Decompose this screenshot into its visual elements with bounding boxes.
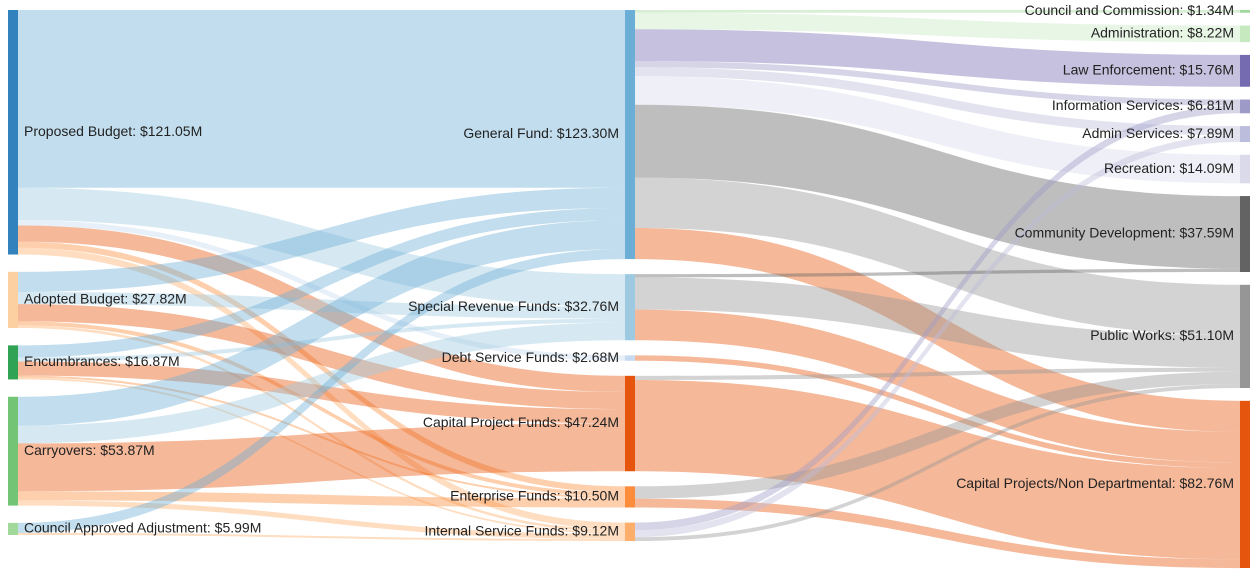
flow-link [635,105,1240,531]
flow-link [18,322,625,444]
flow-link [18,532,625,541]
node-label: Capital Project Funds: $47.24M [423,414,619,430]
node-bar [8,271,18,329]
flow-link [18,361,625,424]
node-label: Law Enforcement: $15.76M [1063,62,1234,78]
node-bar [625,10,635,260]
node-bar [625,355,635,361]
nodes [8,10,1250,568]
flow-link [18,207,625,358]
node-bar [1240,126,1250,143]
flow-link [18,491,625,508]
flow-link [635,29,1240,87]
node-bar [8,345,18,380]
flow-link [18,292,625,319]
flow-link [18,500,625,539]
flow-link [635,309,1240,463]
flow-link [635,10,1240,13]
node-label: Capital Projects/Non Departmental: $82.7… [956,475,1234,491]
flow-link [635,104,1240,269]
node-bar [625,274,635,341]
flow-link [18,375,625,499]
node-bar [625,522,635,541]
node-label: Admin Services: $7.89M [1082,125,1234,141]
node-bar [1240,154,1250,184]
node-label: Adopted Budget: $27.82M [24,291,187,307]
node-label: Public Works: $51.10M [1090,327,1234,343]
flow-link [18,225,625,392]
flow-link [18,220,625,361]
flow-link [635,371,1240,499]
node-bar [8,396,18,506]
node-bar [8,522,18,535]
labels: Proposed Budget: $121.05M Adopted Budget:… [24,2,1234,538]
flow-link [18,325,625,533]
node-label: Encumbrances: $16.87M [24,353,180,369]
flow-link [635,367,1240,380]
flow-link [635,268,1240,278]
flow-link [18,321,625,497]
node-label: Council and Commission: $1.34M [1025,2,1234,18]
flow-link [635,76,1240,184]
node-label: Community Development: $37.59M [1015,225,1234,241]
flow-link [18,304,625,410]
node-label: Enterprise Funds: $10.50M [450,488,619,504]
node-bar [1240,99,1250,114]
flow-link [635,384,1240,541]
flow-link [635,227,1240,432]
flow-link [18,318,625,362]
flow-link [635,12,1240,43]
node-label: Internal Service Funds: $9.12M [424,522,619,538]
node-bar [625,375,635,472]
flow-link [635,355,1240,468]
flow-link [18,220,625,426]
flow-link [635,379,1240,560]
node-label: Council Approved Adjustment: $5.99M [24,520,261,536]
node-bar [1240,25,1250,43]
flow-link [635,135,1240,538]
flow-link [18,187,625,307]
node-label: General Fund: $123.30M [463,125,619,141]
node-label: Special Revenue Funds: $32.76M [408,298,619,314]
flow-link [635,277,1240,368]
flow-link [18,247,625,530]
flow-link [18,187,625,293]
node-label: Proposed Budget: $121.05M [24,123,202,139]
node-label: Information Services: $6.81M [1052,97,1234,113]
node-bar [1240,54,1250,87]
flow-link [635,67,1240,136]
flow-link [18,377,625,534]
node-bar [1240,284,1250,389]
node-label: Administration: $8.22M [1091,25,1234,41]
flow-link [18,10,625,188]
flow-link [18,248,625,533]
node-label: Recreation: $14.09M [1104,160,1234,176]
node-label: Debt Service Funds: $2.68M [442,349,619,365]
flow-link [18,241,625,493]
node-bar [1240,400,1250,568]
flow-link [18,423,625,492]
node-bar [1240,196,1250,273]
node-label: Carryovers: $53.87M [24,442,155,458]
node-bar [8,10,18,255]
flow-link [635,177,1240,336]
flow-link [635,61,1240,106]
links [18,10,1240,569]
flow-link [635,498,1240,569]
node-bar [625,486,635,508]
node-bar [1240,10,1250,13]
